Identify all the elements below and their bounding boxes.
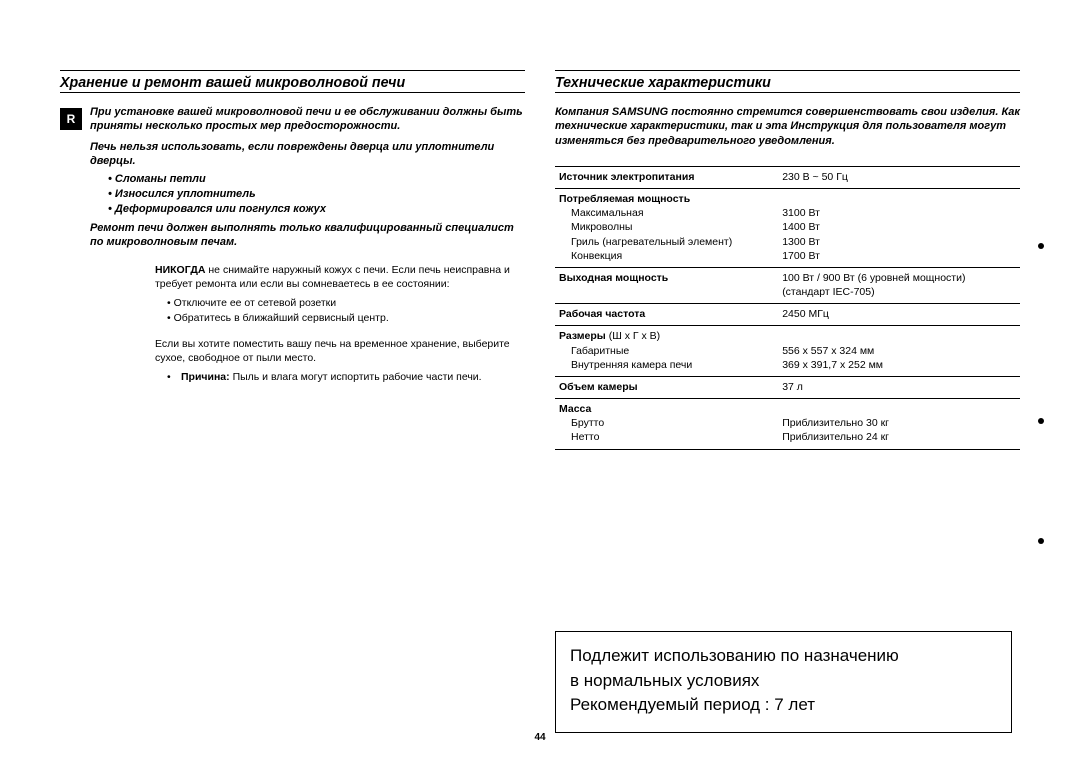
spec-sublabel: Микроволны xyxy=(559,220,774,234)
reason-row: • Причина: Пыль и влага могут испортить … xyxy=(167,370,525,384)
spec-value: 1400 Вт xyxy=(782,221,820,233)
left-intro-2: Печь нельзя использовать, если поврежден… xyxy=(90,140,525,169)
right-heading: Технические характеристики xyxy=(555,74,997,91)
list-item: Сломаны петли xyxy=(108,172,525,187)
table-row: Рабочая частота 2450 МГц xyxy=(555,304,1020,326)
spec-sublabel: Нетто xyxy=(559,430,774,444)
heading-rule: Технические характеристики xyxy=(555,70,1020,93)
spec-sublabel: Конвекция xyxy=(559,249,774,263)
table-row: Масса Брутто Нетто Приблизительно 30 кг … xyxy=(555,399,1020,450)
table-row: Объем камеры 37 л xyxy=(555,376,1020,398)
left-heading: Хранение и ремонт вашей микроволновой пе… xyxy=(60,74,502,91)
spec-sublabel: Брутто xyxy=(559,416,774,430)
notice-line: в нормальных условиях xyxy=(570,669,997,694)
body-block: НИКОГДА не снимайте наружный кожух с печ… xyxy=(155,263,525,383)
never-label: НИКОГДА xyxy=(155,264,205,276)
spec-label: Размеры xyxy=(559,330,606,342)
spec-label: Масса xyxy=(559,403,591,415)
left-intro-1: При установке вашей микроволновой печи и… xyxy=(90,105,525,134)
spec-value: 37 л xyxy=(778,376,1020,398)
bullet-icon: • xyxy=(167,370,181,384)
spec-label: Источник электропитания xyxy=(559,171,694,183)
right-intro: Компания SAMSUNG постоянно стремится сов… xyxy=(555,105,1020,148)
storage-paragraph: Если вы хотите поместить вашу печь на вр… xyxy=(155,337,525,365)
reason-body: Пыль и влага могут испортить рабочие час… xyxy=(230,371,482,383)
defect-list: Сломаны петли Износился уплотнитель Дефо… xyxy=(108,172,525,217)
action-list: Отключите ее от сетевой розетки Обратите… xyxy=(167,296,525,328)
notice-line: Рекомендуемый период : 7 лет xyxy=(570,693,997,718)
spec-value: Приблизительно 24 кг xyxy=(782,431,889,443)
specifications-table: Источник электропитания 230 В ~ 50 Гц По… xyxy=(555,166,1020,450)
spec-label-rest: (Ш х Г х В) xyxy=(606,330,660,342)
spec-value: (стандарт IEC-705) xyxy=(782,286,874,298)
spec-label: Выходная мощность xyxy=(559,272,668,284)
notice-line: Подлежит использованию по назначению xyxy=(570,644,997,669)
spec-value: 100 Вт / 900 Вт (6 уровней мощности) xyxy=(782,272,965,284)
list-item: Отключите ее от сетевой розетки xyxy=(167,296,525,312)
spec-value: 2450 МГц xyxy=(778,304,1020,326)
spec-value: Приблизительно 30 кг xyxy=(782,417,889,429)
spec-value: 1700 Вт xyxy=(782,250,820,262)
table-row: Источник электропитания 230 В ~ 50 Гц xyxy=(555,166,1020,188)
spec-value: 369 х 391,7 х 252 мм xyxy=(782,359,883,371)
heading-rule: Хранение и ремонт вашей микроволновой пе… xyxy=(60,70,525,93)
repair-note: Ремонт печи должен выполнять только квал… xyxy=(90,221,525,250)
never-text: не снимайте наружный кожух с печи. Если … xyxy=(155,264,510,290)
spec-value: 1300 Вт xyxy=(782,236,820,248)
binder-hole-icon xyxy=(1038,418,1044,424)
spec-label: Рабочая частота xyxy=(559,308,645,320)
left-column: Хранение и ремонт вашей микроволновой пе… xyxy=(60,70,525,733)
never-paragraph: НИКОГДА не снимайте наружный кожух с печ… xyxy=(155,263,525,291)
list-item: Износился уплотнитель xyxy=(108,187,525,202)
spec-value: 230 В ~ 50 Гц xyxy=(778,166,1020,188)
table-row: Потребляемая мощность Максимальная Микро… xyxy=(555,189,1020,268)
list-item: Деформировался или погнулся кожух xyxy=(108,202,525,217)
spec-sublabel: Габаритные xyxy=(559,344,774,358)
table-row: Выходная мощность 100 Вт / 900 Вт (6 уро… xyxy=(555,267,1020,303)
language-tab: R xyxy=(60,108,82,130)
spec-sublabel: Гриль (нагревательный элемент) xyxy=(559,235,774,249)
binder-hole-icon xyxy=(1038,243,1044,249)
page-number: 44 xyxy=(534,732,545,743)
reason-text: Причина: Пыль и влага могут испортить ра… xyxy=(181,370,525,384)
spec-value: 556 х 557 х 324 мм xyxy=(782,345,874,357)
spec-sublabel: Внутренняя камера печи xyxy=(559,358,774,372)
table-row: Размеры (Ш х Г х В) Габаритные Внутрення… xyxy=(555,326,1020,377)
usage-notice: Подлежит использованию по назначению в н… xyxy=(555,631,1012,733)
right-column: Технические характеристики Компания SAMS… xyxy=(555,70,1020,733)
spec-value: 3100 Вт xyxy=(782,207,820,219)
binder-hole-icon xyxy=(1038,538,1044,544)
list-item: Обратитесь в ближайший сервисный центр. xyxy=(167,311,525,327)
spec-sublabel: Максимальная xyxy=(559,206,774,220)
reason-label: Причина: xyxy=(181,371,230,383)
spec-label: Объем камеры xyxy=(559,381,638,393)
spec-label: Потребляемая мощность xyxy=(559,193,690,205)
